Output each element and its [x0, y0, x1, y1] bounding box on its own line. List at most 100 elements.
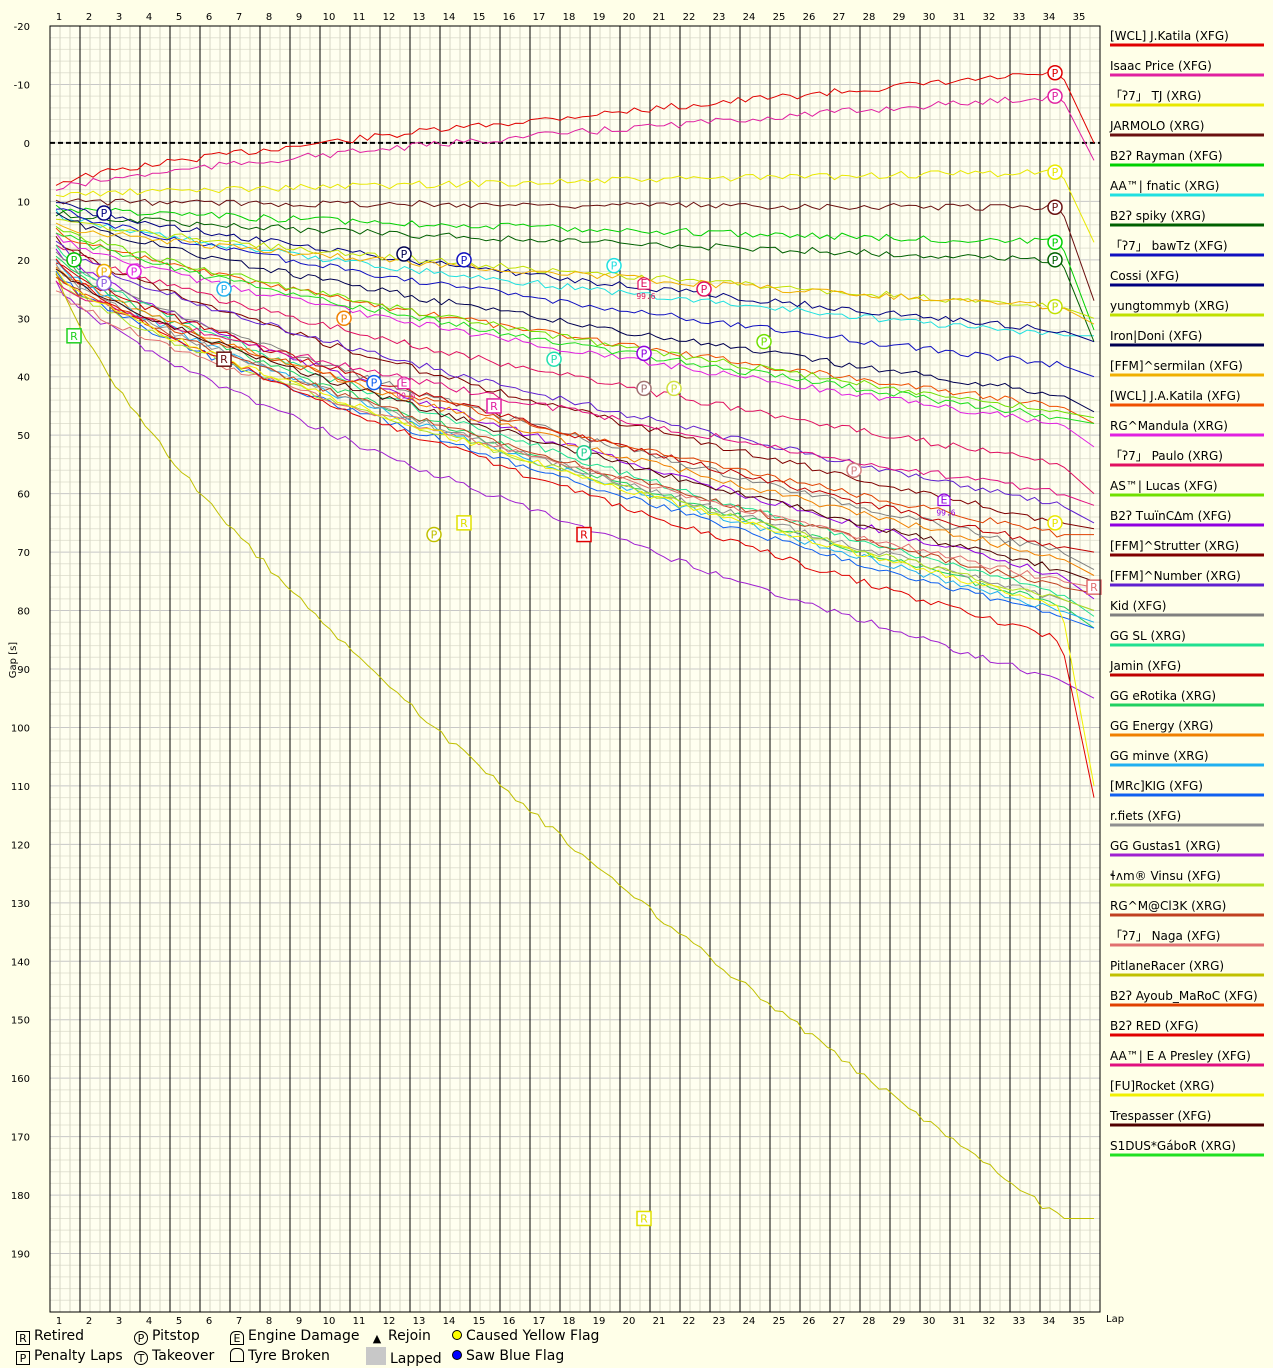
- series-line: [55, 169, 1095, 243]
- x-tick-label-top: 1: [56, 12, 62, 23]
- legend-entry-label: Cossi (XFG): [1110, 269, 1179, 283]
- event-marker: R: [216, 351, 232, 367]
- event-marker-letter: P: [1052, 254, 1059, 267]
- tyre-broken-icon: [230, 1348, 244, 1362]
- y-tick-label: 60: [17, 490, 30, 501]
- event-marker-letter: R: [220, 353, 228, 366]
- x-tick-label-top: 30: [923, 12, 936, 23]
- series-line: [55, 244, 1095, 494]
- series-line: [55, 290, 1095, 588]
- x-axis-label: Lap: [1106, 1314, 1124, 1325]
- y-tick-label: 100: [11, 723, 30, 734]
- series-line: [55, 280, 1095, 506]
- x-tick-label-top: 14: [443, 12, 456, 23]
- event-marker: P: [846, 462, 862, 479]
- legend-entry-label: r.fiets (XFG): [1110, 809, 1181, 823]
- legend-entry-label: B2ʔ Rayman (XFG): [1110, 149, 1223, 163]
- series-line: [55, 232, 1095, 424]
- x-tick-label-top: 32: [983, 12, 996, 23]
- y-tick-label: 150: [11, 1016, 30, 1027]
- pitstop-marker-icon: [1047, 88, 1063, 104]
- event-marker: E 99.6: [636, 277, 656, 301]
- rejoin-triangle-icon: ▲: [372, 1332, 382, 1345]
- event-marker-letter: R: [1090, 581, 1098, 594]
- pitstop-marker-icon: [126, 263, 142, 280]
- legend-entry-label: [FFM]^Strutter (XRG): [1110, 539, 1239, 553]
- event-marker-letter: P: [671, 382, 678, 395]
- legend-entry-label: GG SL (XRG): [1110, 629, 1186, 643]
- legend-entry-label: RG^M@Cl3K (XRG): [1110, 899, 1226, 913]
- pitstop-marker-icon: [546, 351, 562, 367]
- event-marker-label: 99.6: [396, 392, 415, 401]
- key-engine-label: Engine Damage: [248, 1328, 360, 1344]
- pitstop-marker-icon: [1047, 234, 1063, 251]
- legend-entry-label: S1DUS*GáboR (XRG): [1110, 1139, 1236, 1153]
- x-tick-label-top: 13: [413, 12, 426, 23]
- pitstop-marker-icon: [336, 310, 352, 327]
- legend-entry-label: AA™| fnatic (XRG): [1110, 179, 1219, 193]
- retired-marker-icon: [66, 328, 82, 344]
- event-marker-letter: P: [1052, 236, 1059, 249]
- series-line: [55, 209, 1094, 337]
- x-tick-label-top: 11: [353, 12, 366, 23]
- pitstop-marker-icon: [1047, 515, 1063, 531]
- event-marker-letter: E: [941, 493, 948, 506]
- x-tick-label-top: 24: [743, 12, 756, 23]
- event-marker-letter: P: [1052, 90, 1059, 103]
- x-tick-label-bottom: 14: [443, 1316, 456, 1327]
- x-tick-label-top: 3: [116, 12, 122, 23]
- event-marker-letter: P: [641, 347, 648, 360]
- event-marker-letter: P: [851, 464, 858, 477]
- x-tick-label-top: 6: [206, 12, 212, 23]
- x-tick-label-bottom: 22: [683, 1316, 696, 1327]
- event-marker-letter: P: [101, 207, 108, 220]
- series-line: [55, 198, 1095, 301]
- y-tick-label: 140: [11, 957, 30, 968]
- event-marker: P: [636, 345, 652, 362]
- legend-entry-label: Jamin (XFG): [1109, 659, 1181, 673]
- event-marker: R: [66, 328, 82, 344]
- event-marker-letter: E: [401, 377, 408, 390]
- event-marker-letter: P: [431, 529, 438, 542]
- legend-entry-label: PitlaneRacer (XRG): [1110, 959, 1224, 973]
- x-tick-label-top: 34: [1043, 12, 1056, 23]
- event-marker-letter: P: [341, 312, 348, 325]
- x-tick-label-bottom: 34: [1043, 1316, 1056, 1327]
- event-marker: P: [336, 310, 352, 327]
- x-tick-label-top: 27: [833, 12, 846, 23]
- legend-entry-label: B2ʔ spiky (XRG): [1110, 209, 1206, 223]
- series-line: [55, 276, 1094, 538]
- legend-entry-label: AS™| Lucas (XFG): [1110, 479, 1218, 493]
- x-tick-label-bottom: 6: [206, 1316, 212, 1327]
- y-tick-label: 70: [17, 548, 30, 559]
- y-tick-label: -20: [14, 22, 30, 33]
- penalty-symbol-icon: P: [16, 1351, 30, 1365]
- x-tick-label-top: 22: [683, 12, 696, 23]
- y-tick-label: 110: [11, 782, 30, 793]
- key-pitstop-label: Pitstop: [152, 1328, 200, 1344]
- key-penalty-label: Penalty Laps: [34, 1348, 123, 1364]
- event-marker: P: [606, 257, 622, 274]
- pitstop-marker-icon: [426, 526, 442, 543]
- key-takeover-label: Takeover: [152, 1348, 215, 1364]
- pitstop-marker-icon: [846, 462, 862, 479]
- retired-marker-icon: [216, 351, 232, 367]
- x-tick-label-bottom: 7: [236, 1316, 242, 1327]
- x-tick-label-top: 33: [1013, 12, 1026, 23]
- event-marker-letter: P: [101, 277, 108, 290]
- series-line: [55, 218, 1095, 319]
- key-penalty: P Penalty Laps: [16, 1348, 123, 1365]
- x-tick-label-bottom: 28: [863, 1316, 876, 1327]
- x-tick-label-bottom: 16: [503, 1316, 516, 1327]
- event-marker: P: [366, 374, 382, 391]
- x-tick-label-bottom: 29: [893, 1316, 906, 1327]
- event-marker: P: [426, 526, 442, 543]
- legend-entry-label: [WCL] J.Katila (XFG): [1110, 29, 1229, 43]
- pitstop-marker-icon: [636, 345, 652, 362]
- legend-entry-label: 「ʔ7」 bawTz (XFG): [1110, 239, 1228, 253]
- event-marker-letter: P: [101, 266, 108, 279]
- legend-entry-label: GG minve (XRG): [1110, 749, 1209, 763]
- event-marker-letter: P: [1052, 517, 1059, 530]
- legend-entry-label: Trespasser (XFG): [1109, 1109, 1211, 1123]
